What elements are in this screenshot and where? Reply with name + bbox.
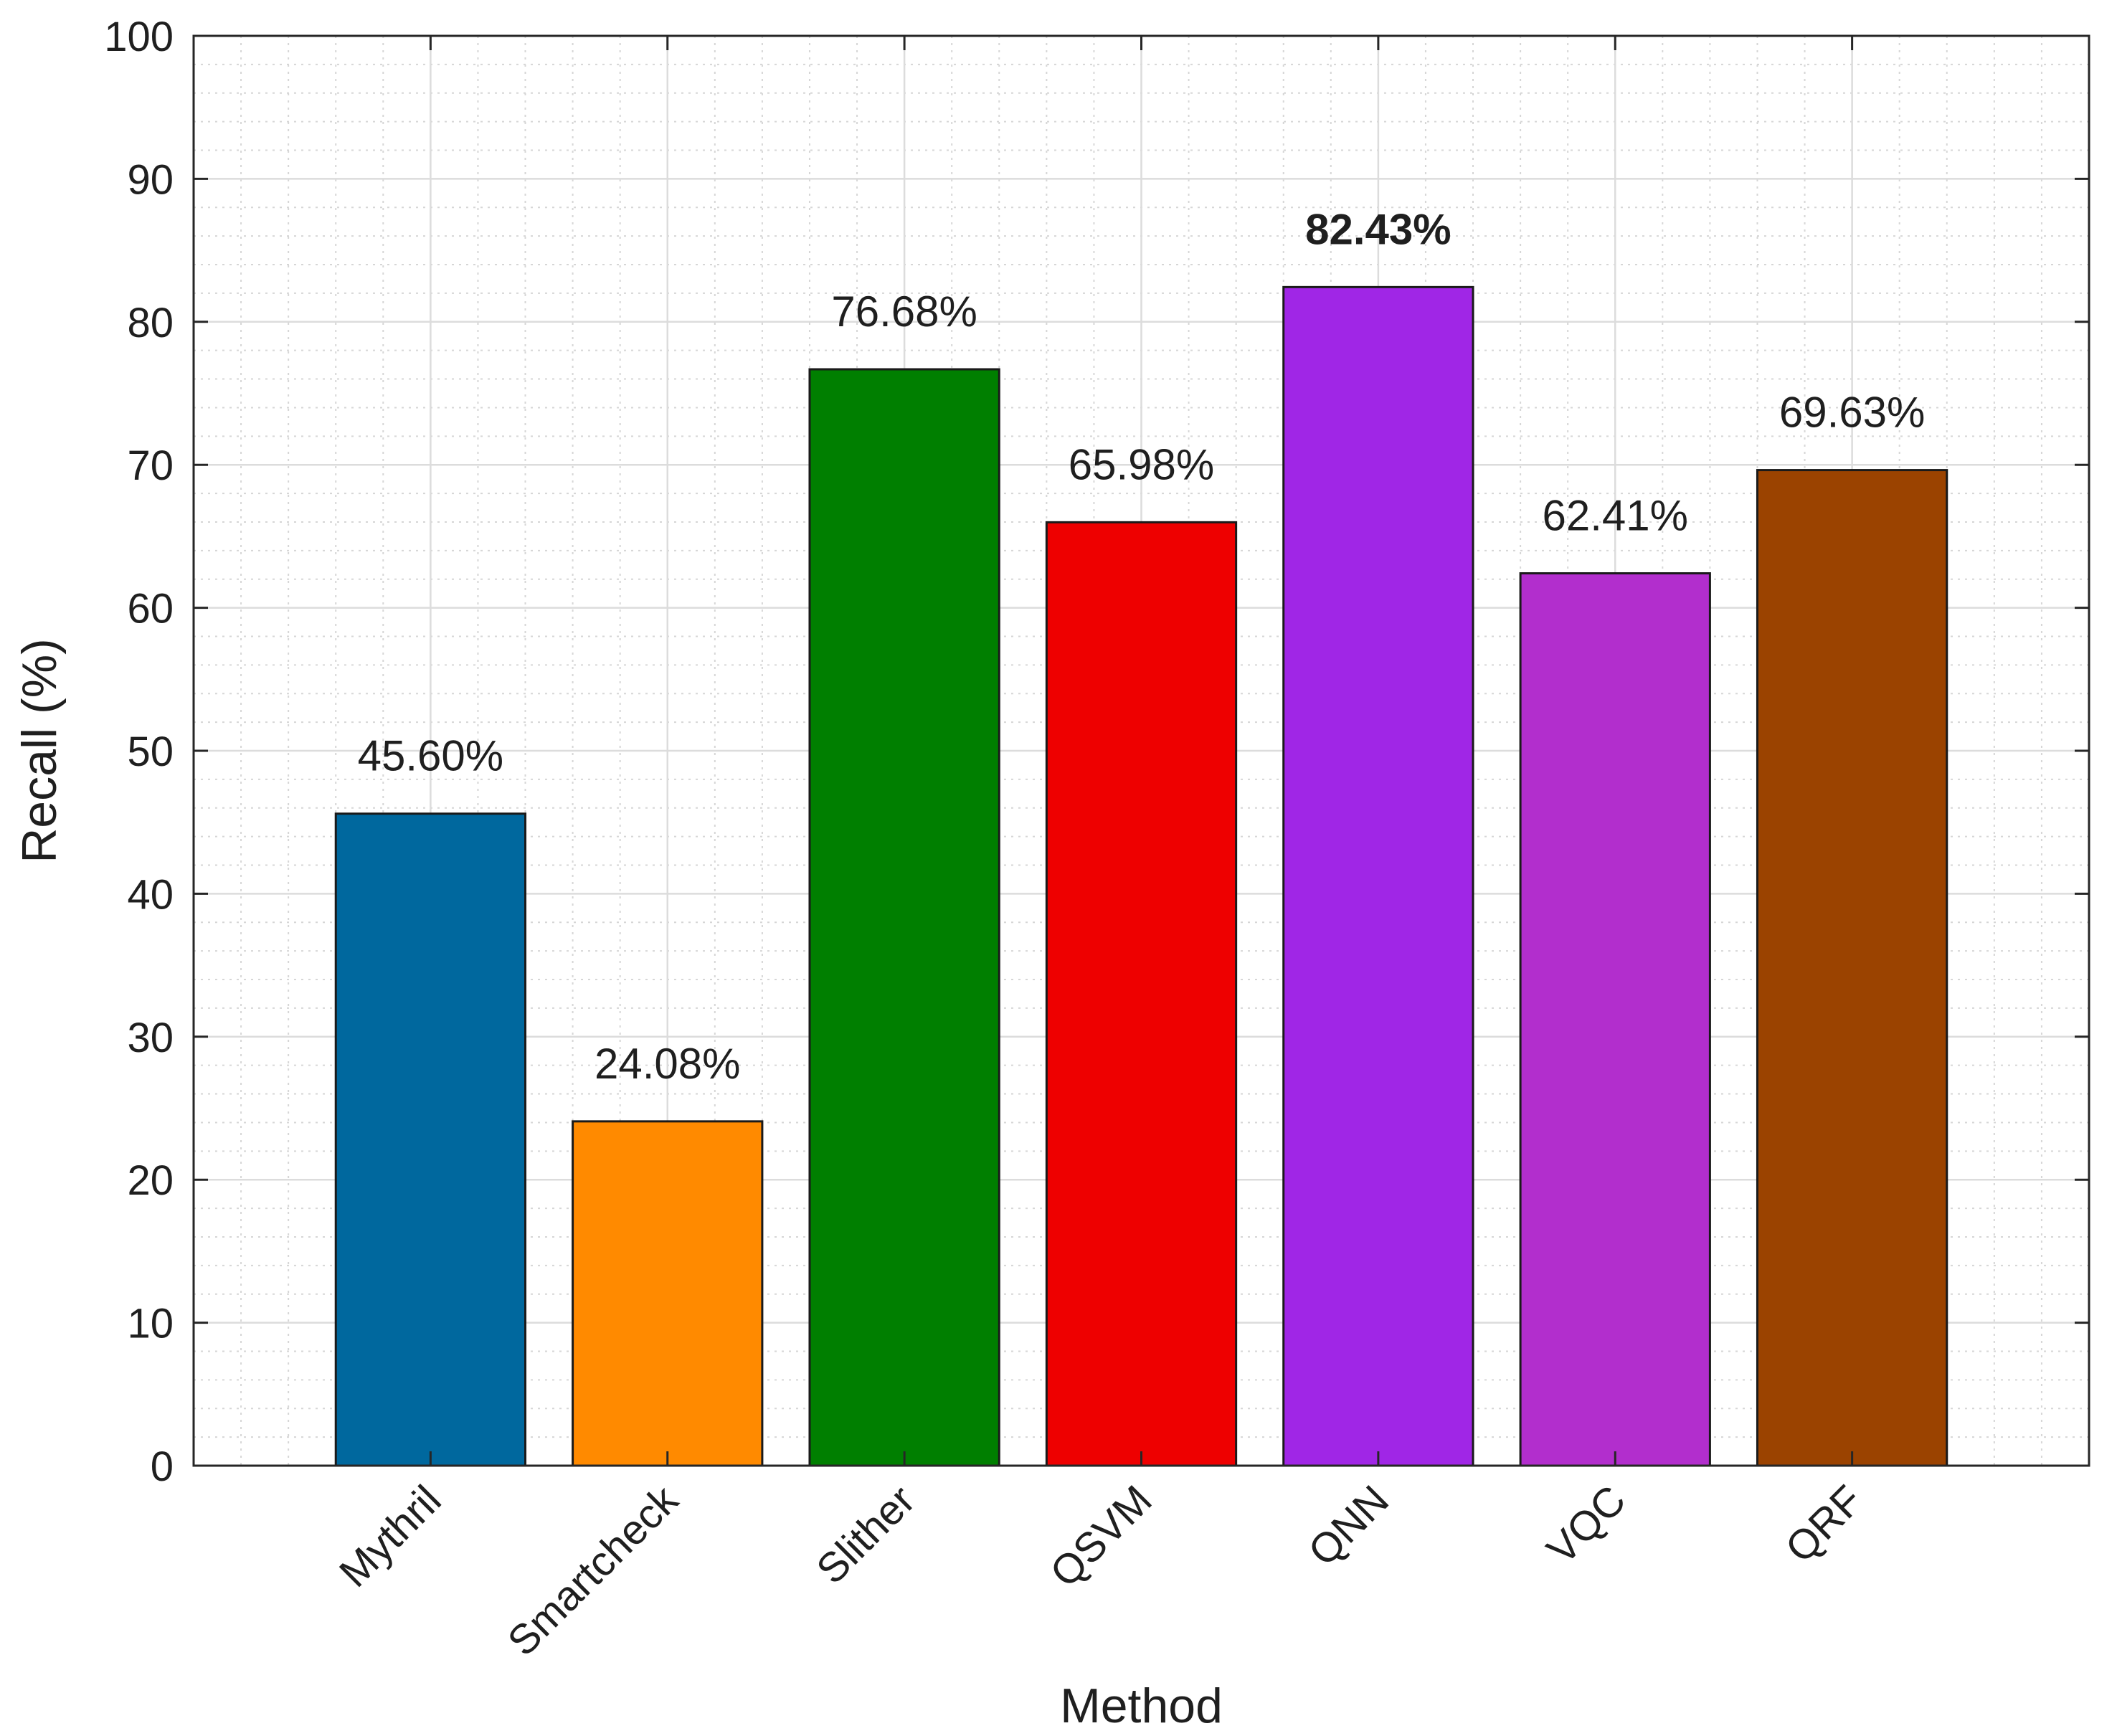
y-tick-labels: 0 10 20 30 40 50 60 70 80 90 100 <box>104 14 174 1490</box>
y-tick-label: 90 <box>127 156 174 203</box>
bars <box>334 285 1948 1467</box>
y-tick-label: 80 <box>127 300 174 346</box>
bar-qsvm <box>1045 521 1238 1467</box>
bar-smartcheck <box>572 1120 764 1467</box>
y-tick-label: 70 <box>127 442 174 489</box>
value-labels: 45.60% 24.08% 76.68% 65.98% 82.43% 62.41% 69.6… <box>358 205 1926 1087</box>
y-tick-label: 20 <box>127 1157 174 1204</box>
value-label-vqc: 62.41% <box>1543 492 1689 540</box>
x-axis-label: Method <box>1060 1679 1223 1733</box>
y-tick-label: 10 <box>127 1301 174 1347</box>
value-label-qsvm: 65.98% <box>1069 440 1215 488</box>
bar-qrf <box>1756 469 1948 1467</box>
y-tick-label: 50 <box>127 729 174 775</box>
value-label-qnn: 82.43% <box>1305 205 1451 253</box>
bar-vqc <box>1519 572 1711 1467</box>
y-axis-label: Recall (%) <box>12 638 67 863</box>
value-label-mythril: 45.60% <box>358 732 504 780</box>
bar-mythril <box>334 812 527 1467</box>
y-tick-label: 30 <box>127 1015 174 1061</box>
bar-qnn <box>1282 285 1474 1467</box>
y-tick-label: 0 <box>151 1443 174 1490</box>
y-tick-label: 60 <box>127 586 174 632</box>
axis-ticks <box>194 34 2089 1467</box>
bar-slither <box>808 368 1000 1467</box>
value-label-slither: 76.68% <box>831 288 977 336</box>
value-label-smartcheck: 24.08% <box>595 1040 741 1088</box>
y-tick-label: 100 <box>104 14 174 60</box>
y-tick-label: 40 <box>127 871 174 918</box>
value-label-qrf: 69.63% <box>1779 389 1926 437</box>
